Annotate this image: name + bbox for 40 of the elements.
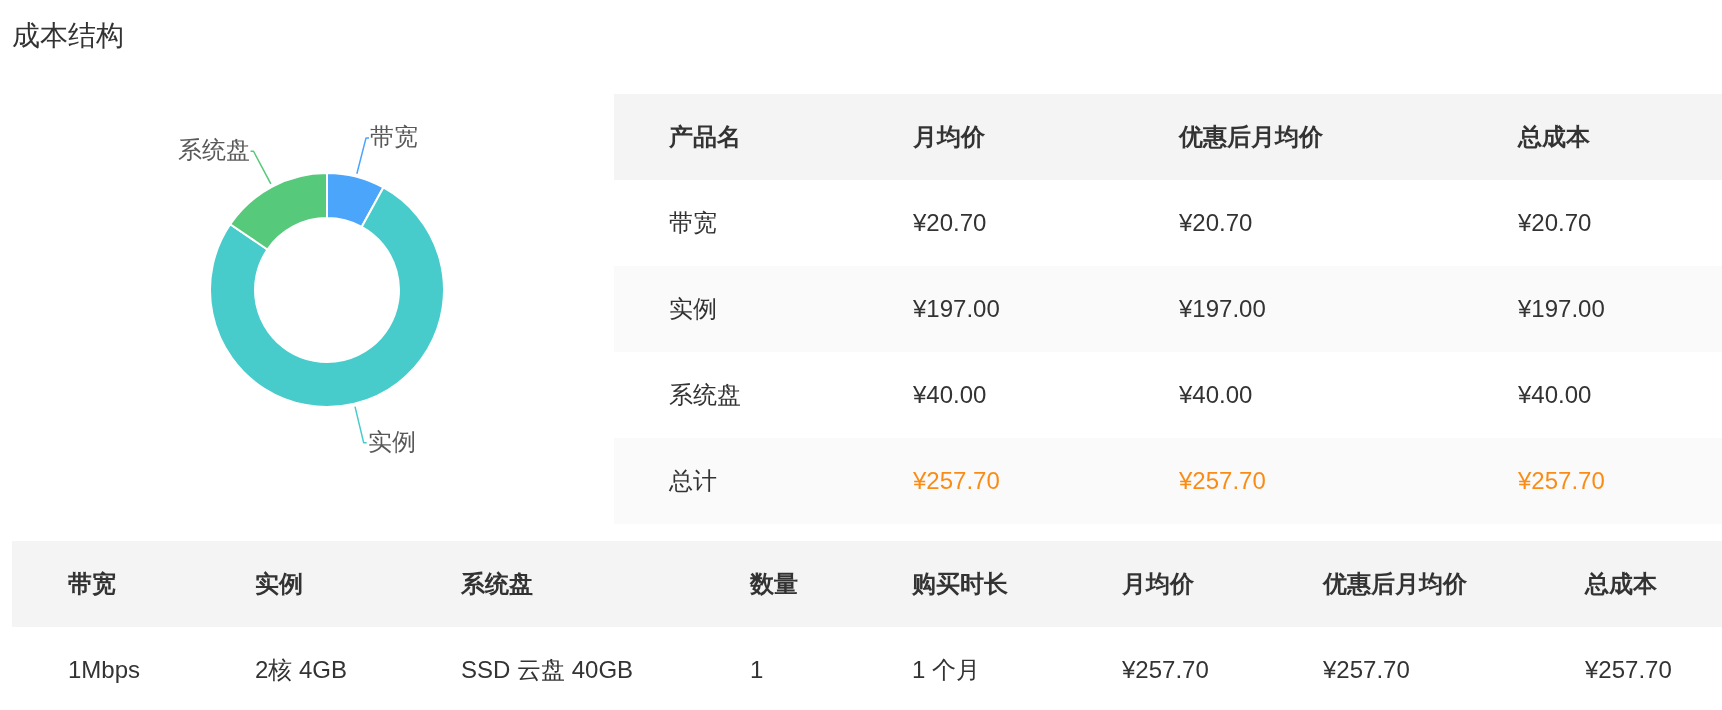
category-label: 带宽 bbox=[12, 541, 199, 627]
category-label: 系统盘 bbox=[405, 541, 694, 627]
text: ¥257.70 bbox=[1179, 467, 1266, 494]
text: 1 个月 bbox=[911, 655, 981, 685]
text: ¥257.70 bbox=[1322, 655, 1411, 685]
text: ¥257.70 bbox=[1518, 467, 1605, 494]
category-label: 月均价 bbox=[858, 94, 1124, 180]
category-label: 总成本 bbox=[1529, 541, 1722, 627]
chart-title: 成本结构 bbox=[12, 20, 124, 51]
slice-label: 带宽 bbox=[370, 122, 419, 150]
text: 2核 4GB bbox=[254, 655, 349, 685]
slice-label: 实例 bbox=[367, 427, 416, 455]
text: 1 bbox=[749, 655, 765, 685]
text: 实例 bbox=[614, 266, 858, 352]
category-label: 实例 bbox=[199, 541, 405, 627]
text: ¥20.70 bbox=[912, 208, 988, 238]
text: 系统盘 bbox=[668, 380, 742, 410]
text: 总计 bbox=[614, 438, 858, 524]
category-label: 购买时长 bbox=[856, 541, 1066, 627]
text: ¥20.70 bbox=[1178, 208, 1254, 238]
slice-label: 系统盘 bbox=[177, 136, 250, 164]
text: 1Mbps bbox=[67, 655, 142, 685]
text: ¥197.00 bbox=[1463, 266, 1722, 352]
text: ¥257.70 bbox=[1584, 655, 1673, 685]
category-label: 月均价 bbox=[1066, 541, 1267, 627]
text: SSD 云盘 40GB bbox=[460, 655, 635, 685]
category-label: 数量 bbox=[694, 541, 856, 627]
text: ¥40.00 bbox=[1178, 380, 1254, 410]
category-label: 总成本 bbox=[1463, 94, 1722, 180]
text: ¥257.70 bbox=[913, 467, 1000, 494]
text: ¥40.00 bbox=[1517, 380, 1593, 410]
category-label: 优惠后月均价 bbox=[1124, 94, 1463, 180]
text: ¥257.70 bbox=[1121, 655, 1210, 685]
text: ¥40.00 bbox=[912, 380, 988, 410]
text: 带宽 bbox=[668, 208, 718, 238]
category-label: 优惠后月均价 bbox=[1267, 541, 1529, 627]
text: ¥197.00 bbox=[858, 266, 1124, 352]
text: ¥20.70 bbox=[1517, 208, 1593, 238]
text: ¥197.00 bbox=[1124, 266, 1463, 352]
category-label: 产品名 bbox=[614, 94, 858, 180]
